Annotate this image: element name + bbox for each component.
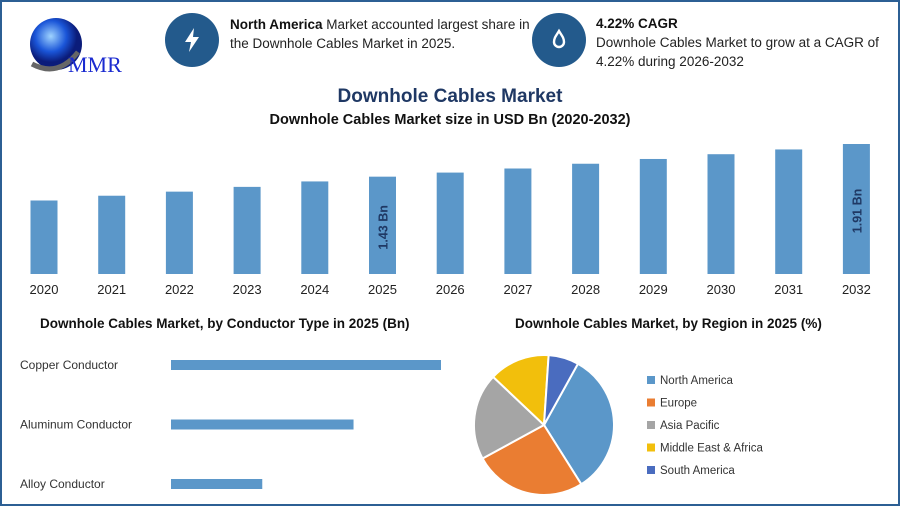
category-label: Aluminum Conductor	[20, 418, 132, 432]
legend-swatch	[647, 421, 655, 429]
cagr-heading: 4.22% CAGR	[596, 16, 678, 31]
data-label: 1.91 Bn	[850, 189, 864, 233]
legend-label: North America	[660, 375, 733, 387]
region-chart-title: Downhole Cables Market, by Region in 202…	[515, 316, 822, 331]
region-chart: North America Europe Asia Pacific Middle Ea…	[473, 354, 764, 496]
bar-2024	[301, 181, 329, 274]
info-bold: North America	[230, 17, 323, 32]
x-tick-label: 2025	[368, 282, 397, 297]
hbar-alloy-conductor	[171, 479, 263, 489]
bar-chart-title: Downhole Cables Market size in USD Bn (2…	[269, 112, 631, 128]
legend-label: Europe	[660, 398, 697, 410]
x-tick-label: 2031	[774, 282, 803, 297]
x-tick-label: 2022	[165, 282, 194, 297]
pie-slice-middle-east-africa	[491, 354, 550, 428]
bar-2026	[436, 172, 464, 274]
bar-2020	[30, 200, 58, 274]
cagr-text: Downhole Cables Market to grow at a CAGR…	[596, 35, 879, 69]
hbar-aluminum-conductor	[171, 419, 354, 430]
x-tick-label: 2021	[97, 282, 126, 297]
legend-swatch	[647, 443, 655, 452]
bar-2028	[572, 163, 600, 274]
pie-slice-europe	[481, 423, 583, 496]
category-label: Alloy Conductor	[20, 477, 105, 491]
logo-text: MMR	[68, 52, 122, 77]
globe-icon	[30, 18, 82, 72]
info-north-america: North America Market accounted largest s…	[230, 15, 530, 53]
bar-2032	[842, 144, 870, 274]
x-tick-label: 2023	[233, 282, 262, 297]
legend-swatch	[647, 466, 655, 474]
x-tick-label: 2028	[571, 282, 600, 297]
x-tick-label: 2026	[436, 282, 465, 297]
conductor-chart: Copper Conductor Aluminum Conductor Alloy …	[20, 358, 441, 491]
conductor-chart-title: Downhole Cables Market, by Conductor Typ…	[40, 316, 410, 331]
lightning-icon	[165, 13, 219, 67]
growth-drop-icon	[532, 13, 586, 67]
bar-2027	[504, 168, 532, 274]
bar-2021	[98, 195, 126, 274]
bar-2030	[707, 154, 735, 274]
pie-slice-south-america	[543, 354, 580, 426]
legend-label: Asia Pacific	[660, 420, 720, 432]
x-tick-label: 2029	[639, 282, 668, 297]
bar-2031	[775, 149, 803, 274]
category-label: Copper Conductor	[20, 358, 118, 372]
x-tick-label: 2020	[30, 282, 59, 297]
bar-2022	[165, 191, 193, 274]
x-tick-label: 2027	[503, 282, 532, 297]
main-title: Downhole Cables Market	[337, 86, 563, 107]
x-tick-label: 2032	[842, 282, 871, 297]
x-tick-label: 2030	[707, 282, 736, 297]
info-cagr: 4.22% CAGR Downhole Cables Market to gro…	[596, 14, 896, 71]
bar-2025	[369, 176, 396, 274]
logo: MMR	[28, 16, 138, 77]
x-tick-label: 2024	[300, 282, 329, 297]
hbar-copper-conductor	[171, 360, 441, 370]
pie-slice-asia-pacific	[473, 375, 546, 460]
data-label: 1.43 Bn	[377, 205, 391, 249]
info-text: Market accounted largest share in the Do…	[230, 17, 530, 51]
legend-label: South America	[660, 465, 735, 477]
bar-2029	[639, 158, 667, 274]
bar-2023	[233, 186, 261, 274]
legend-label: Middle East & Africa	[660, 443, 764, 455]
bar-chart: 2020 2021 2022 2023 2024 2025 1.43 Bn 2026 2027 2…	[30, 144, 871, 297]
legend-swatch	[647, 398, 655, 407]
legend-swatch	[647, 376, 655, 384]
